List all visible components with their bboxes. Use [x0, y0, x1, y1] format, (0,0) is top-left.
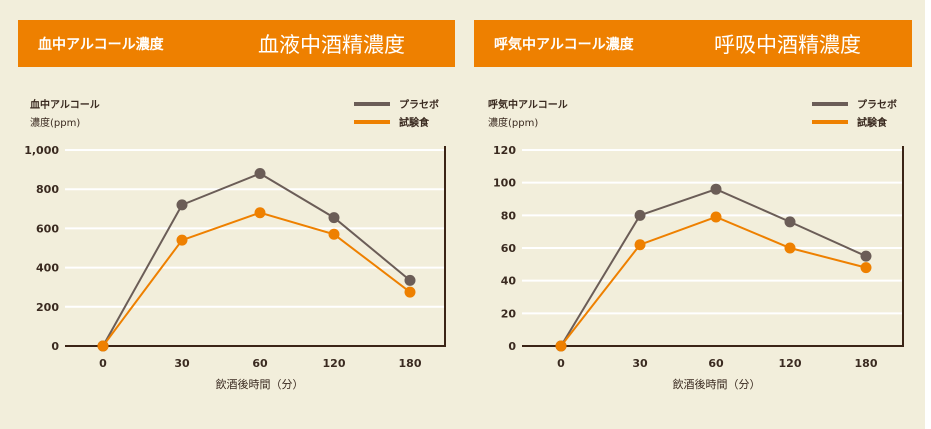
y-tick-label: 1,000 — [24, 144, 59, 157]
x-tick-label: 0 — [99, 357, 107, 370]
legend-label: 試験食 — [399, 116, 430, 129]
x-tick-label: 120 — [323, 357, 346, 370]
data-point-placebo — [404, 274, 416, 286]
header-large-title: 呼吸中酒精濃度 — [714, 32, 861, 57]
y-tick-label: 600 — [36, 222, 59, 235]
y-tick-label: 100 — [493, 177, 516, 190]
data-point-test — [860, 262, 872, 274]
legend-label: 試験食 — [857, 116, 888, 129]
y-tick-label: 400 — [36, 262, 59, 275]
data-point-test — [97, 340, 109, 352]
blood-chart-header: 血中アルコール濃度 血液中酒精濃度 — [18, 20, 455, 67]
x-tick-label: 0 — [557, 357, 565, 370]
header-small-title: 呼気中アルコール濃度 — [494, 36, 634, 53]
y-tick-label: 20 — [501, 307, 517, 320]
data-point-placebo — [784, 216, 796, 228]
y-axis-label: 血中アルコール — [30, 98, 100, 111]
data-point-placebo — [176, 199, 188, 211]
x-tick-label: 60 — [708, 357, 724, 370]
data-point-test — [634, 239, 646, 251]
data-point-placebo — [254, 168, 266, 180]
data-point-placebo — [328, 212, 340, 224]
y-tick-label: 0 — [508, 340, 516, 353]
y-tick-label: 120 — [493, 144, 516, 157]
x-tick-label: 120 — [779, 357, 802, 370]
y-axis-label: 濃度(ppm) — [488, 116, 538, 129]
data-point-test — [328, 228, 340, 240]
header-small-title: 血中アルコール濃度 — [38, 36, 164, 53]
legend-label: プラセボ — [857, 98, 897, 111]
y-tick-label: 0 — [51, 340, 59, 353]
x-tick-label: 180 — [855, 357, 878, 370]
data-point-placebo — [710, 183, 722, 195]
data-point-placebo — [634, 209, 646, 221]
data-point-test — [710, 211, 722, 223]
y-axis-label: 呼気中アルコール — [488, 98, 568, 111]
y-tick-label: 60 — [501, 242, 517, 255]
x-tick-label: 30 — [632, 357, 648, 370]
y-tick-label: 800 — [36, 183, 59, 196]
legend-label: プラセボ — [399, 98, 439, 111]
data-point-test — [404, 286, 416, 298]
series-line-placebo — [102, 172, 411, 347]
breath-chart-header: 呼気中アルコール濃度 呼吸中酒精濃度 — [474, 20, 912, 67]
data-point-test — [254, 207, 266, 219]
header-large-title: 血液中酒精濃度 — [258, 32, 405, 57]
x-tick-label: 180 — [399, 357, 422, 370]
series-line-test — [102, 211, 411, 347]
data-point-test — [555, 340, 567, 352]
x-tick-label: 30 — [174, 357, 190, 370]
x-tick-label: 60 — [252, 357, 268, 370]
x-axis-title: 飲酒後時間（分） — [673, 377, 761, 391]
data-point-test — [176, 234, 188, 246]
y-tick-label: 80 — [501, 209, 517, 222]
x-axis-title: 飲酒後時間（分） — [216, 377, 304, 391]
data-point-placebo — [860, 250, 872, 262]
data-point-test — [784, 242, 796, 254]
y-tick-label: 40 — [501, 275, 517, 288]
y-axis-label: 濃度(ppm) — [30, 116, 80, 129]
y-tick-label: 200 — [36, 301, 59, 314]
